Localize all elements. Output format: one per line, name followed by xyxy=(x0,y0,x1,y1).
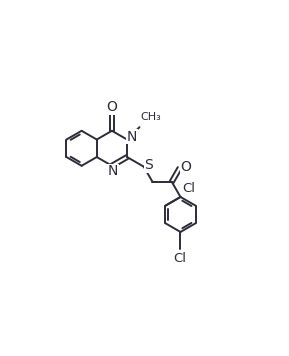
Text: N: N xyxy=(108,164,118,178)
Text: N: N xyxy=(127,130,137,143)
Text: Cl: Cl xyxy=(173,252,186,265)
Text: O: O xyxy=(106,100,117,115)
Text: O: O xyxy=(180,160,191,174)
Text: CH₃: CH₃ xyxy=(141,112,161,122)
Text: Cl: Cl xyxy=(182,182,195,195)
Text: S: S xyxy=(144,158,153,172)
